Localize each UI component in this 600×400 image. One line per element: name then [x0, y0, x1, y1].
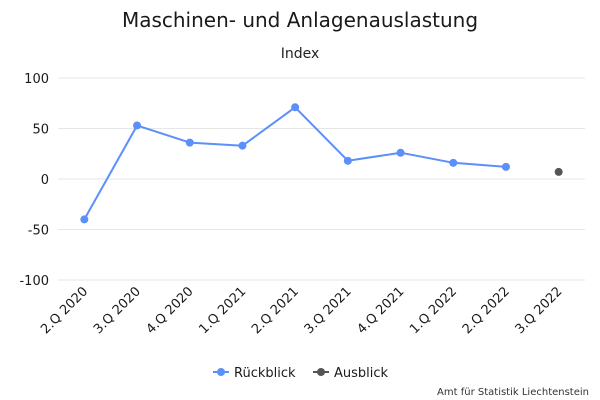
- y-tick-label: -50: [28, 224, 49, 239]
- legend[interactable]: Rückblick Ausblick: [213, 366, 389, 381]
- x-tick-label: 2.Q 2021: [249, 284, 302, 337]
- legend-item[interactable]: Rückblick: [213, 366, 296, 381]
- x-tick-label: 4.Q 2021: [354, 284, 407, 337]
- data-point: [238, 141, 247, 150]
- x-tick-label: 4.Q 2020: [144, 284, 197, 337]
- y-tick-label: 50: [32, 123, 49, 138]
- data-point: [396, 148, 405, 157]
- chart-credit: Amt für Statistik Liechtenstein: [437, 387, 589, 398]
- data-point: [501, 162, 510, 171]
- legend-item[interactable]: Ausblick: [313, 366, 389, 381]
- x-tick-label: 1.Q 2021: [196, 284, 249, 337]
- grid-layer: [58, 77, 585, 281]
- data-point: [291, 103, 300, 112]
- chart-title: Maschinen- und Anlagenauslastung: [122, 8, 478, 32]
- data-point: [133, 121, 142, 130]
- data-point: [185, 138, 194, 147]
- data-point: [449, 158, 458, 167]
- data-point: [343, 156, 352, 165]
- x-tick-label: 3.Q 2020: [91, 284, 144, 337]
- y-tick-label: -100: [19, 274, 49, 289]
- x-tick-label: 2.Q 2020: [38, 284, 91, 337]
- legend-symbol-marker: [217, 368, 225, 376]
- y-axis-ticks: 100 50 0 -50 -100: [19, 72, 49, 289]
- x-tick-label: 2.Q 2022: [460, 284, 513, 337]
- x-tick-label: 1.Q 2022: [407, 284, 460, 337]
- y-tick-label: 0: [41, 173, 49, 188]
- x-tick-label: 3.Q 2021: [302, 284, 355, 337]
- legend-label: Ausblick: [334, 366, 389, 381]
- data-point: [554, 167, 563, 176]
- data-point: [80, 215, 89, 224]
- legend-symbol-marker: [317, 368, 325, 376]
- chart-subtitle: Index: [281, 46, 320, 62]
- series-layer: [80, 103, 563, 224]
- y-tick-label: 100: [24, 72, 49, 87]
- x-tick-label: 3.Q 2022: [513, 284, 566, 337]
- x-axis-ticks: 2.Q 2020 3.Q 2020 4.Q 2020 1.Q 2021 2.Q 2021…: [38, 284, 565, 337]
- legend-label: Rückblick: [234, 366, 296, 381]
- series-line-0: [83, 106, 507, 220]
